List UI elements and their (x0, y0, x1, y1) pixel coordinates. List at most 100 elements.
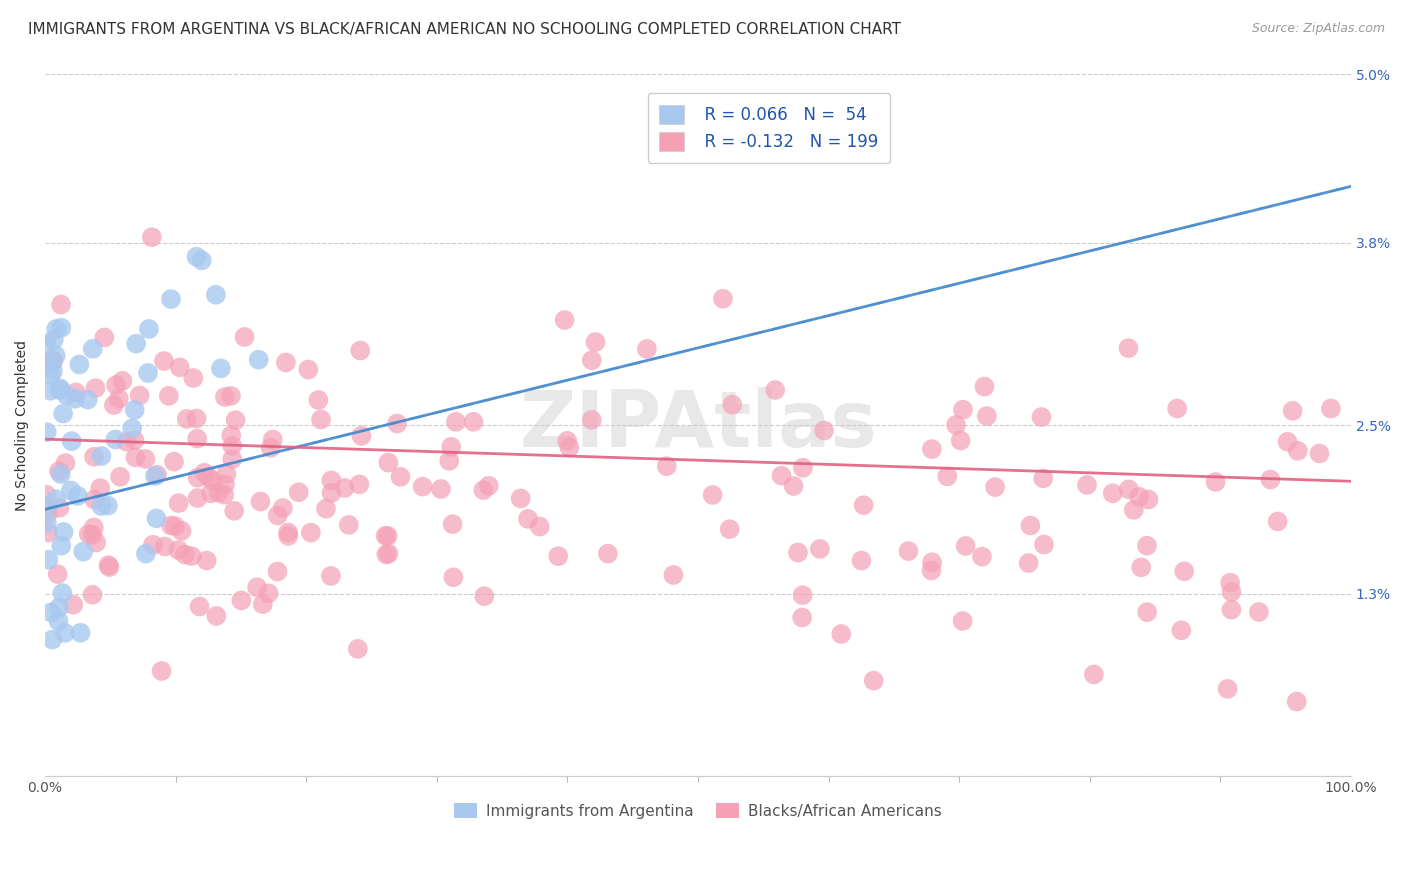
Point (63, 392, 86, 406)
Point (763, 383, 786, 397)
Point (936, 469, 959, 483)
Point (1320, 401, 1343, 416)
Point (350, 429, 373, 443)
Point (274, 355, 297, 369)
Point (221, 452, 243, 467)
Legend: Immigrants from Argentina, Blacks/African Americans: Immigrants from Argentina, Blacks/Africa… (447, 797, 948, 825)
Text: IMMIGRANTS FROM ARGENTINA VS BLACK/AFRICAN AMERICAN NO SCHOOLING COMPLETED CORRE: IMMIGRANTS FROM ARGENTINA VS BLACK/AFRIC… (28, 22, 901, 37)
Point (718, 522, 741, 536)
Point (186, 250, 208, 264)
Point (1033, 537, 1056, 551)
Point (82, 588, 104, 602)
Point (84, 535, 107, 549)
Point (558, 441, 581, 455)
Point (1128, 490, 1150, 504)
Point (851, 553, 873, 567)
Point (55, 456, 77, 470)
Point (48, 500, 70, 515)
Point (83, 520, 105, 534)
Point (41, 353, 63, 368)
Point (59, 483, 82, 498)
Point (35, 425, 58, 439)
Point (84, 381, 107, 395)
Point (135, 547, 157, 561)
Point (1130, 560, 1153, 574)
Point (952, 402, 974, 417)
Point (141, 230, 163, 244)
Point (721, 398, 744, 412)
Point (170, 524, 193, 538)
Point (920, 564, 942, 578)
Point (124, 403, 146, 417)
Point (42, 333, 65, 347)
Point (1173, 565, 1195, 579)
Point (142, 538, 165, 552)
Point (711, 292, 734, 306)
Point (262, 433, 284, 447)
Point (1137, 492, 1160, 507)
Point (52, 407, 75, 421)
Point (111, 374, 134, 388)
Point (770, 468, 793, 483)
Point (98, 560, 121, 574)
Point (1031, 410, 1053, 425)
Point (93, 330, 115, 344)
Point (792, 610, 814, 624)
Point (862, 673, 884, 688)
Point (702, 488, 724, 502)
Point (219, 389, 242, 403)
Point (41, 355, 63, 369)
Point (66, 489, 89, 503)
Point (134, 452, 156, 467)
Point (49, 297, 72, 311)
Point (42, 364, 65, 378)
Point (125, 336, 148, 351)
Point (205, 287, 228, 301)
Point (153, 354, 176, 368)
Point (214, 390, 236, 404)
Point (321, 485, 343, 500)
Point (1122, 503, 1144, 517)
Point (478, 479, 501, 493)
Point (257, 586, 280, 600)
Point (1101, 486, 1123, 500)
Point (1118, 483, 1140, 497)
Point (1308, 446, 1330, 460)
Point (215, 467, 238, 481)
Point (555, 434, 578, 448)
Point (970, 549, 993, 564)
Point (440, 440, 463, 454)
Point (377, 529, 399, 543)
Point (150, 664, 173, 678)
Point (51, 320, 73, 334)
Point (349, 343, 371, 358)
Point (186, 432, 208, 446)
Point (547, 549, 569, 563)
Point (193, 466, 215, 480)
Point (949, 434, 972, 448)
Point (35, 337, 58, 351)
Point (246, 580, 269, 594)
Point (115, 434, 138, 449)
Point (581, 353, 603, 368)
Point (952, 614, 974, 628)
Point (51, 586, 73, 600)
Point (321, 474, 343, 488)
Point (1285, 695, 1308, 709)
Point (441, 517, 464, 532)
Point (46, 567, 69, 582)
Point (1281, 404, 1303, 418)
Point (472, 483, 495, 497)
Point (153, 540, 176, 554)
Point (249, 494, 271, 508)
Point (35, 488, 58, 502)
Point (200, 486, 222, 500)
Point (180, 549, 202, 563)
Point (205, 609, 228, 624)
Point (181, 371, 204, 385)
Point (260, 441, 283, 455)
Point (45, 492, 67, 507)
Point (266, 565, 288, 579)
Point (1019, 518, 1042, 533)
Point (1260, 473, 1282, 487)
